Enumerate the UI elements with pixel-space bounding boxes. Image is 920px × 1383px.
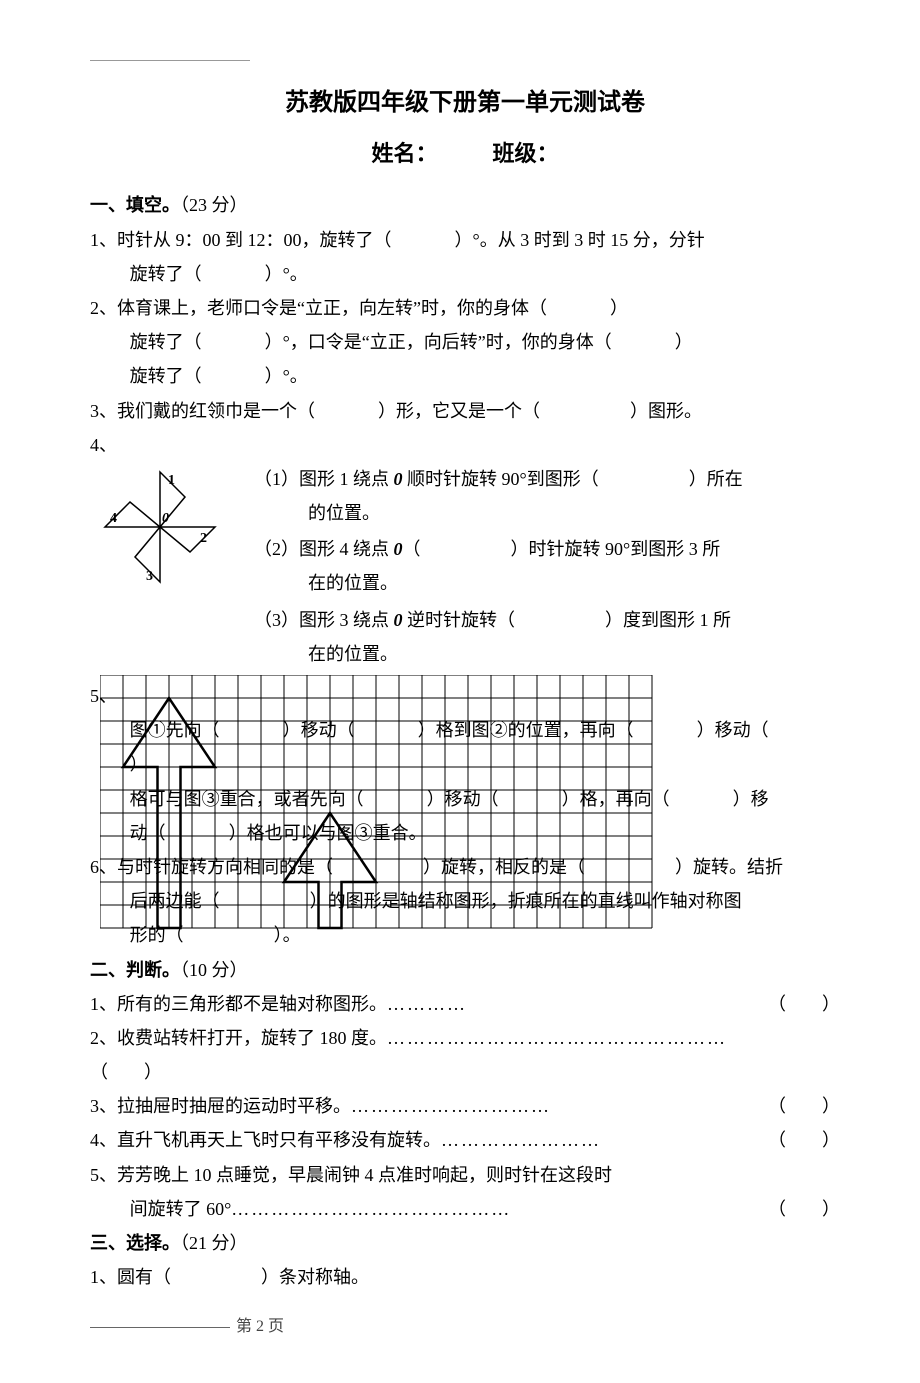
pinwheel-label-1: 1 xyxy=(168,473,175,488)
title: 苏教版四年级下册第一单元测试卷 xyxy=(90,81,840,127)
leader-dots: ………………………… xyxy=(351,1089,762,1123)
fill-q1-a: 1、时针从 9：00 到 12：00，旋转了（ xyxy=(90,230,392,250)
judge-paren: （ ） xyxy=(762,1123,840,1157)
judge-points: （10 分） xyxy=(180,960,248,980)
fill-heading: 一、填空。 xyxy=(90,195,180,215)
fill-q3: 3、我们戴的红领巾是一个（ ）形，它又是一个（ ）图形。 xyxy=(90,394,840,428)
fill-q4-1: （1）图形 1 绕点 0 顺时针旋转 90°到图形（）所在 的位置。 xyxy=(254,462,840,530)
fill-q1-d: ）°。 xyxy=(265,264,308,284)
choice-heading: 三、选择。 xyxy=(90,1233,180,1253)
fill-q4-3: （3）图形 3 绕点 0 逆时针旋转（）度到图形 1 所 在的位置。 xyxy=(254,603,840,671)
judge-q5: 5、芳芳晚上 10 点睡觉，早晨闹钟 4 点准时响起，则时针在这段时 xyxy=(90,1158,840,1192)
fill-q2-d: ）°，口令是“立正，向后转”时，你的身体（ xyxy=(265,332,612,352)
section-fill-heading: 一、填空。（23 分） xyxy=(90,188,840,222)
page-number: 第 2 页 xyxy=(236,1318,284,1335)
choice-points: （21 分） xyxy=(180,1233,248,1253)
name-class-line: 姓名： 班级： xyxy=(90,133,840,175)
fill-q3-b: ）形，它又是一个（ xyxy=(378,401,540,421)
header-rule xyxy=(90,60,250,61)
fill-q2: 2、体育课上，老师口令是“立正，向左转”时，你的身体（ ） 旋转了（ ）°，口令是“… xyxy=(90,291,840,394)
fill-q2-e: ） xyxy=(675,332,693,352)
fill-q2-a: 2、体育课上，老师口令是“立正，向左转”时，你的身体（ xyxy=(90,298,547,318)
judge-paren: （ ） xyxy=(762,987,840,1021)
fill-q1: 1、时针从 9：00 到 12：00，旋转了（ ）°。从 3 时到 3 时 15 … xyxy=(90,223,840,291)
fill-q2-c: 旋转了（ xyxy=(130,332,202,352)
judge-paren: （ ） xyxy=(762,1089,840,1123)
fill-q2-b: ） xyxy=(610,298,628,318)
choice-q1: 1、圆有（）条对称轴。 xyxy=(90,1260,840,1294)
leader-dots: …………………………………… xyxy=(231,1192,762,1226)
fill-q6: 6、与时针旋转方向相同的是（）旋转，相反的是（）旋转。结折 后两边能（）的图形是… xyxy=(90,850,840,953)
leader-dots: ………… xyxy=(387,987,762,1021)
fill-q4-subs: （1）图形 1 绕点 0 顺时针旋转 90°到图形（）所在 的位置。 （2）图形… xyxy=(254,462,840,673)
pinwheel-label-2: 2 xyxy=(200,531,207,546)
leader-dots: …………………………………………… xyxy=(387,1021,840,1055)
judge-q2: 2、收费站转杆打开，旋转了 180 度。 …………………………………………… xyxy=(90,1021,840,1055)
pinwheel-label-o: 0 xyxy=(162,511,169,526)
fill-q5-label: 5、 xyxy=(90,679,840,713)
judge-paren: （ ） xyxy=(762,1192,840,1226)
fill-q1-b: ）°。从 3 时到 3 时 15 分，分针 xyxy=(455,230,705,250)
judge-heading: 二、判断。 xyxy=(90,960,180,980)
fill-q4-label: 4、 xyxy=(90,428,840,462)
judge-q4: 4、直升飞机再天上飞时只有平移没有旋转。 …………………… （ ） xyxy=(90,1123,840,1157)
pinwheel-label-4: 4 xyxy=(110,511,117,526)
pinwheel-diagram: 1 2 3 4 0 xyxy=(90,462,230,603)
fill-q1-c: 旋转了（ xyxy=(130,264,202,284)
judge-q2-paren: （ ） xyxy=(90,1055,840,1089)
fill-q3-a: 3、我们戴的红领巾是一个（ xyxy=(90,401,315,421)
page-footer: 第 2 页 xyxy=(90,1312,840,1342)
fill-q3-c: ）图形。 xyxy=(630,401,702,421)
leader-dots: …………………… xyxy=(441,1123,762,1157)
fill-q5: 图①先向（）移动（）格到图②的位置，再向（）移动（） 格可与图③重合，或者先向（… xyxy=(90,713,840,850)
fill-points: （23 分） xyxy=(180,195,248,215)
section-judge-heading: 二、判断。（10 分） xyxy=(90,953,840,987)
fill-q2-g: ）°。 xyxy=(265,366,308,386)
judge-q1: 1、所有的三角形都不是轴对称图形。 ………… （ ） xyxy=(90,987,840,1021)
fill-q2-f: 旋转了（ xyxy=(130,366,202,386)
pinwheel-label-3: 3 xyxy=(146,569,153,584)
grid-overlay-region: 5、 图①先向（）移动（）格到图②的位置，再向（）移动（） 格可与图③重合，或者… xyxy=(90,679,840,1021)
fill-q4: 1 2 3 4 0 （1）图形 1 绕点 0 顺时针旋转 90°到图形（）所在 … xyxy=(90,462,840,673)
judge-q3: 3、拉抽屉时抽屉的运动时平移。 ………………………… （ ） xyxy=(90,1089,840,1123)
fill-q4-2: （2）图形 4 绕点 0（）时针旋转 90°到图形 3 所 在的位置。 xyxy=(254,532,840,600)
section-choice-heading: 三、选择。（21 分） xyxy=(90,1226,840,1260)
judge-q5-line2: 间旋转了 60° …………………………………… （ ） xyxy=(90,1192,840,1226)
